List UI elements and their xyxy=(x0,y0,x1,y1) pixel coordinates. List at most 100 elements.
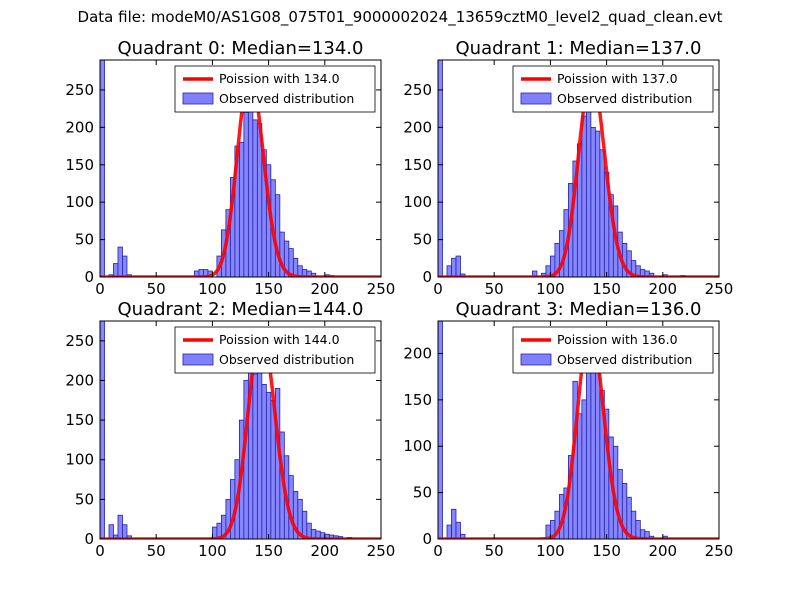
legend-label-poisson: Poission with 144.0 xyxy=(219,332,340,347)
x-tick-label: 150 xyxy=(592,280,621,298)
subplot-title: Quadrant 0: Median=134.0 xyxy=(118,38,364,59)
y-tick-label: 200 xyxy=(65,118,94,136)
hist-bar xyxy=(261,384,267,539)
hist-bar xyxy=(585,97,592,277)
legend-patch-swatch xyxy=(520,353,552,366)
plot-area xyxy=(438,321,719,539)
hist-bar xyxy=(122,524,128,539)
y-tick-label: 100 xyxy=(403,193,432,211)
hist-bar xyxy=(100,321,105,539)
x-tick-label: 50 xyxy=(147,280,166,298)
x-tick-label: 100 xyxy=(536,280,565,298)
y-tick-label: 50 xyxy=(75,231,94,249)
hist-bar xyxy=(247,98,254,277)
hist-bar xyxy=(581,115,587,277)
hist-bar xyxy=(252,373,258,539)
hist-bar xyxy=(100,60,105,277)
hist-bar xyxy=(455,255,461,277)
x-tick-label: 250 xyxy=(705,542,734,560)
x-tick-label: 0 xyxy=(95,542,105,560)
hist-bar xyxy=(581,399,587,539)
subplot-1: 0 50 100 150 200 250 0 50 100 150 200 250 Quadrant 1… xyxy=(403,38,733,298)
hist-bar xyxy=(438,321,443,539)
plot-area xyxy=(438,60,719,277)
hist-bar xyxy=(532,270,538,277)
subplot-title: Quadrant 2: Median=144.0 xyxy=(118,299,364,320)
x-tick-label: 50 xyxy=(485,542,504,560)
y-tick-label: 100 xyxy=(65,451,94,469)
y-tick-label: 0 xyxy=(422,530,432,548)
x-tick-label: 100 xyxy=(198,280,227,298)
hist-bar xyxy=(238,141,245,277)
axes-frame xyxy=(437,59,720,278)
legend-label-observed: Observed distribution xyxy=(557,91,692,106)
legend-patch-swatch xyxy=(520,92,552,105)
plot-area xyxy=(100,321,381,539)
poisson-curve xyxy=(438,74,719,277)
subplot-title: Quadrant 1: Median=137.0 xyxy=(456,38,702,59)
plot-area xyxy=(100,60,381,277)
hist-bar xyxy=(117,514,123,539)
x-tick-label: 50 xyxy=(485,280,504,298)
x-tick-label: 50 xyxy=(147,542,166,560)
hist-bar xyxy=(117,246,123,277)
legend: Poission with 134.0 Observed distribution xyxy=(174,65,376,113)
poisson-curve xyxy=(100,73,381,277)
hist-bar xyxy=(243,111,249,277)
subplot-3: 0 50 100 150 200 250 0 50 100 150 200 Quadrant 3: M… xyxy=(403,299,733,560)
poisson-curve xyxy=(100,329,381,539)
y-tick-label: 0 xyxy=(84,530,94,548)
hist-bar xyxy=(438,60,443,277)
x-tick-label: 200 xyxy=(648,280,677,298)
hist-bar xyxy=(451,508,457,539)
hist-bar xyxy=(256,356,263,539)
x-tick-label: 200 xyxy=(310,542,339,560)
legend: Poission with 144.0 Observed distribution xyxy=(174,326,376,374)
x-tick-label: 150 xyxy=(254,542,283,560)
hist-bar xyxy=(455,521,461,539)
x-tick-label: 150 xyxy=(254,280,283,298)
y-tick-label: 250 xyxy=(65,332,94,350)
x-tick-label: 0 xyxy=(95,280,105,298)
hist-bar xyxy=(594,130,601,277)
x-tick-label: 250 xyxy=(367,542,396,560)
y-tick-label: 200 xyxy=(403,118,432,136)
y-tick-label: 50 xyxy=(413,484,432,502)
x-tick-label: 250 xyxy=(705,280,734,298)
y-tick-label: 100 xyxy=(403,437,432,455)
y-tick-label: 250 xyxy=(403,81,432,99)
x-tick-label: 200 xyxy=(648,542,677,560)
y-tick-label: 0 xyxy=(422,268,432,286)
hist-bar xyxy=(590,366,596,539)
hist-bar xyxy=(590,126,596,277)
hist-bar xyxy=(644,531,650,539)
y-tick-label: 200 xyxy=(403,344,432,362)
hist-bar xyxy=(446,524,452,539)
poisson-curve xyxy=(438,327,719,539)
legend-label-observed: Observed distribution xyxy=(557,352,692,367)
hist-bar xyxy=(635,520,641,539)
legend-label-poisson: Poission with 136.0 xyxy=(557,332,678,347)
y-tick-label: 150 xyxy=(403,156,432,174)
x-tick-label: 200 xyxy=(310,280,339,298)
y-tick-label: 200 xyxy=(65,371,94,389)
subplot-0: 0 50 100 150 200 250 0 50 100 150 200 250 Quadrant 0… xyxy=(65,38,395,298)
y-tick-label: 0 xyxy=(84,268,94,286)
legend-label-observed: Observed distribution xyxy=(219,91,354,106)
y-tick-label: 150 xyxy=(65,156,94,174)
axes-frame xyxy=(99,320,382,540)
x-tick-label: 0 xyxy=(433,542,443,560)
hist-bar xyxy=(585,353,592,539)
hist-bar xyxy=(122,255,128,277)
subplot-2: 0 50 100 150 200 250 0 50 100 150 200 250 Quadrant 2… xyxy=(65,299,395,560)
legend: Poission with 137.0 Observed distribution xyxy=(512,65,714,113)
legend-patch-swatch xyxy=(182,92,214,105)
y-tick-label: 100 xyxy=(65,193,94,211)
hist-bar xyxy=(599,149,605,277)
legend-label-poisson: Poission with 137.0 xyxy=(557,71,678,86)
legend: Poission with 136.0 Observed distribution xyxy=(512,326,714,374)
legend-label-observed: Observed distribution xyxy=(219,352,354,367)
hist-bar xyxy=(265,391,272,539)
